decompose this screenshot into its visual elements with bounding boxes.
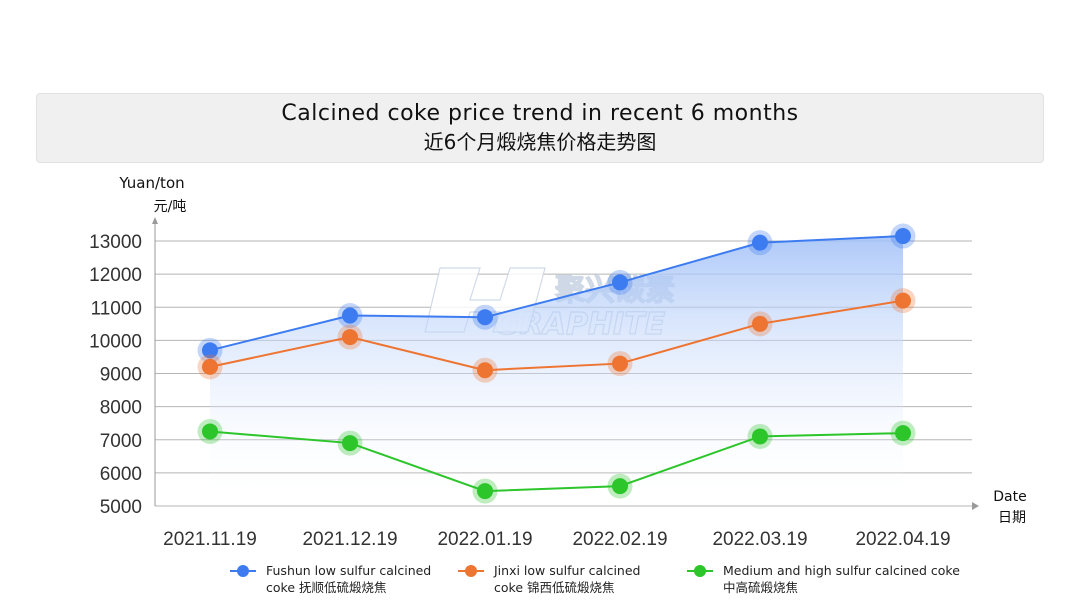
y-tick-label: 12000 xyxy=(89,265,142,286)
legend-label: Jinxi low sulfur calcined xyxy=(494,563,641,578)
series-line-1 xyxy=(209,299,904,372)
x-tick-label: 2022.04.19 xyxy=(855,529,950,550)
legend-label: Medium and high sulfur calcined coke xyxy=(723,563,960,578)
legend-marker xyxy=(230,565,256,577)
y-tick-label: 7000 xyxy=(100,431,142,452)
chart-title-box: Calcined coke price trend in recent 6 mo… xyxy=(36,93,1044,163)
x-tick-label: 2022.02.19 xyxy=(572,529,667,550)
legend-label: Fushun low sulfur calcined xyxy=(266,563,432,578)
data-point xyxy=(612,478,628,495)
data-point xyxy=(477,483,493,500)
y-axis-label-cn: 元/吨 xyxy=(154,199,187,215)
series-line-0 xyxy=(209,235,904,352)
y-tick-label: 13000 xyxy=(89,232,142,253)
legend-item-jinxi: Jinxi low sulfur calcined coke 锦西低硫煅烧焦 xyxy=(458,562,640,596)
data-point xyxy=(202,423,218,440)
x-tick-label: 2021.11.19 xyxy=(163,529,257,550)
data-point xyxy=(477,309,493,326)
x-axis-arrow xyxy=(972,502,979,510)
data-point xyxy=(895,425,911,442)
series-line-2 xyxy=(209,430,904,493)
data-point xyxy=(612,355,628,372)
legend-marker xyxy=(687,565,713,577)
legend-label: coke 锦西低硫煅烧焦 xyxy=(494,580,615,595)
y-tick-label: 11000 xyxy=(91,298,142,319)
y-tick-label: 8000 xyxy=(100,398,142,419)
x-axis-label-cn: 日期 xyxy=(998,510,1026,526)
chart-subtitle: 近6个月煅烧焦价格走势图 xyxy=(423,130,657,154)
y-tick-label: 6000 xyxy=(100,464,142,485)
legend-item-fushun: Fushun low sulfur calcined coke 抚顺低硫煅烧焦 xyxy=(230,562,431,596)
data-point xyxy=(895,228,911,245)
data-point xyxy=(342,307,358,324)
data-point xyxy=(342,329,358,346)
data-point xyxy=(477,362,493,379)
series-area-fushun xyxy=(210,236,903,506)
legend-item-medium-high: Medium and high sulfur calcined coke 中高硫… xyxy=(687,562,960,596)
data-point xyxy=(895,292,911,309)
x-tick-label: 2021.12.19 xyxy=(302,529,397,550)
data-point xyxy=(752,234,768,251)
legend-label: coke 抚顺低硫煅烧焦 xyxy=(266,580,387,595)
data-point xyxy=(202,358,218,375)
data-point xyxy=(752,428,768,445)
data-point xyxy=(612,274,628,291)
x-axis-label-en: Date xyxy=(993,489,1026,505)
x-tick-label: 2022.01.19 xyxy=(437,529,532,550)
y-axis-label-en: Yuan/ton xyxy=(118,174,184,192)
y-tick-label: 10000 xyxy=(89,331,142,352)
data-point xyxy=(752,315,768,332)
data-point xyxy=(202,342,218,359)
legend-label: 中高硫煅烧焦 xyxy=(723,580,799,595)
legend-marker xyxy=(458,565,484,577)
y-axis-arrow xyxy=(152,217,158,224)
data-point xyxy=(342,435,358,452)
x-tick-label: 2022.03.19 xyxy=(712,529,807,550)
y-tick-label: 5000 xyxy=(100,497,142,518)
chart-title: Calcined coke price trend in recent 6 mo… xyxy=(281,101,799,126)
y-tick-label: 9000 xyxy=(100,365,142,386)
